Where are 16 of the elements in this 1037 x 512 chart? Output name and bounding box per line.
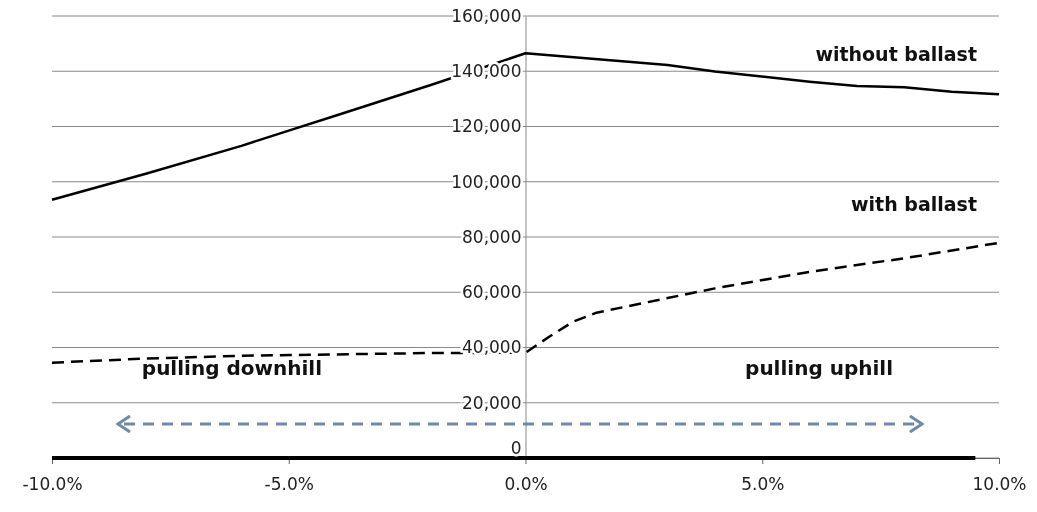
annotation: pulling downhill bbox=[141, 356, 323, 381]
y-tick-label: 80,000 bbox=[462, 226, 522, 247]
y-tick-label: 60,000 bbox=[462, 282, 522, 303]
y-tick-label: 0 bbox=[510, 438, 522, 459]
y-tick-label: 120,000 bbox=[451, 116, 522, 137]
y-tick-label: 20,000 bbox=[462, 392, 522, 413]
x-tick-label: 0.0% bbox=[504, 474, 548, 495]
annotation: pulling uphill bbox=[745, 356, 894, 381]
series-label: without ballast bbox=[815, 43, 977, 66]
x-tick-label: -10.0% bbox=[22, 474, 83, 495]
x-tick-label: -5.0% bbox=[264, 474, 314, 495]
x-tick-label: 10.0% bbox=[972, 474, 1027, 495]
y-tick-label: 160,000 bbox=[451, 5, 522, 26]
y-tick-label: 100,000 bbox=[451, 171, 522, 192]
series-label: with ballast bbox=[851, 192, 977, 215]
x-tick-label: 5.0% bbox=[741, 474, 785, 495]
